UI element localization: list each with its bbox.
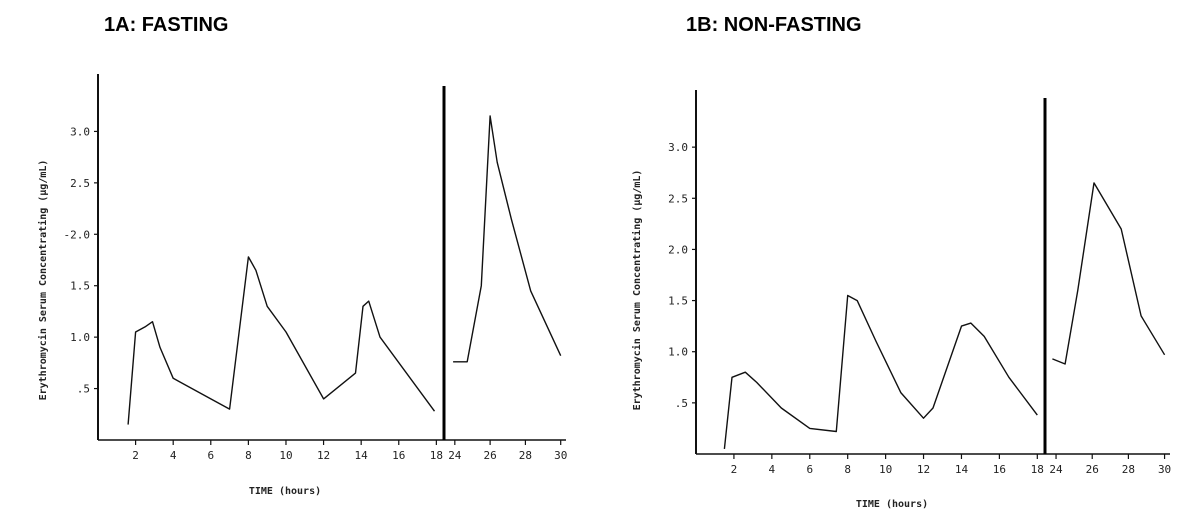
- y-tick-label: 1.0: [70, 331, 90, 344]
- x-tick-label: 24: [1049, 463, 1063, 476]
- y-tick-label: 2.5: [668, 192, 688, 205]
- x-tick-label: 26: [483, 449, 496, 462]
- x-tick-label: 6: [806, 463, 813, 476]
- x-tick-label: 8: [844, 463, 851, 476]
- y-tick-label: .5: [77, 383, 90, 396]
- x-tick-label: 26: [1086, 463, 1099, 476]
- chart-fasting: .5 1.0 1.5 -2.0 2.5 3.0 Erythromycin Serum Con…: [37, 74, 567, 497]
- x-tick-label: 14: [955, 463, 969, 476]
- x-tick-label: 18: [430, 449, 443, 462]
- chart-non-fasting: .5 1.0 1.5 2.0 2.5 3.0 Erythromycin Serum Conc…: [631, 90, 1171, 510]
- y-axis-label: Erythromycin Serum Concentrating (µg/mL): [631, 170, 643, 411]
- x-axis-label: TIME (hours): [249, 486, 321, 497]
- x-tick-label: 18: [1031, 463, 1044, 476]
- y-tick-label: 3.0: [668, 141, 688, 154]
- y-tick-label: 3.0: [70, 125, 90, 138]
- x-tick-label: 2: [731, 463, 738, 476]
- x-tick-label: 12: [317, 449, 330, 462]
- x-tick-label: 30: [1158, 463, 1171, 476]
- y-tick-label: 1.0: [668, 346, 688, 359]
- x-tick-label: 28: [519, 449, 532, 462]
- x-tick-label: 30: [554, 449, 567, 462]
- x-tick-label: 16: [392, 449, 405, 462]
- y-tick-label: -2.0: [64, 228, 91, 241]
- x-axis-label: TIME (hours): [856, 499, 928, 510]
- x-tick-label: 4: [769, 463, 776, 476]
- x-tick-label: 4: [170, 449, 177, 462]
- x-tick-label: 16: [993, 463, 1006, 476]
- concentration-line: [1052, 182, 1166, 365]
- y-tick-label: 1.5: [668, 295, 688, 308]
- x-tick-label: 24: [448, 449, 462, 462]
- concentration-line: [127, 256, 436, 425]
- x-tick-label: 14: [355, 449, 369, 462]
- panel-title-fasting: 1A: FASTING: [104, 14, 229, 36]
- x-tick-label: 2: [132, 449, 139, 462]
- x-tick-label: 6: [207, 449, 214, 462]
- y-tick-label: 2.0: [668, 243, 688, 256]
- y-axis-label: Erythromycin Serum Concentrating (µg/mL): [37, 160, 49, 401]
- concentration-line: [453, 115, 562, 363]
- x-tick-label: 10: [879, 463, 892, 476]
- y-tick-label: 1.5: [70, 280, 90, 293]
- x-tick-label: 10: [279, 449, 292, 462]
- x-tick-label: 28: [1122, 463, 1135, 476]
- y-tick-label: 2.5: [70, 177, 90, 190]
- panel-title-non-fasting: 1B: NON-FASTING: [686, 14, 862, 36]
- concentration-line: [723, 294, 1038, 449]
- x-tick-label: 12: [917, 463, 930, 476]
- x-tick-label: 8: [245, 449, 252, 462]
- y-tick-label: .5: [675, 397, 688, 410]
